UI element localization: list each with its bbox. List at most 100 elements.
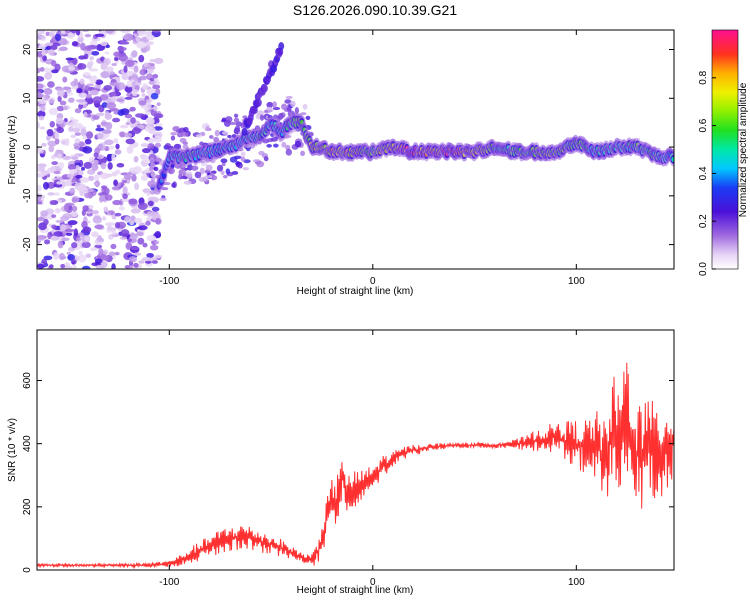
spectrogram-noise-cell — [122, 193, 128, 200]
spectrogram-noise-cell — [101, 216, 107, 221]
spectrogram-noise-cell — [49, 200, 55, 205]
spectrogram-noise-cell — [39, 126, 46, 130]
spectrogram-noise-cell — [60, 263, 65, 269]
spectrogram-branch-cell — [261, 84, 268, 93]
spectrogram-noise-cell — [48, 107, 59, 116]
spectrogram-noise-cell — [149, 157, 155, 164]
spectrogram-noise-cell — [75, 30, 81, 36]
spectrogram-noise-cell — [133, 262, 139, 268]
spectrogram-noise-cell — [126, 145, 134, 154]
spectrogram-noise-cell — [233, 117, 240, 123]
spectrogram-noise-cell — [152, 73, 159, 79]
spectrogram-noise-cell — [119, 40, 126, 45]
spectrogram-noise-cell — [300, 112, 307, 116]
spectrogram-noise-cell — [154, 231, 162, 238]
spectrogram-noise-cell — [155, 217, 161, 225]
spectrogram-noise-cell — [107, 225, 112, 230]
spectrogram-noise-cell — [37, 173, 45, 178]
spectrogram-noise-cell — [107, 210, 115, 215]
spectrogram-noise-cell — [140, 143, 149, 148]
colorbar-label: Normalized spectral amplitude — [738, 82, 749, 217]
spectrogram-noise-cell — [96, 124, 101, 129]
snr-x-tick-label: 0 — [370, 577, 376, 588]
spectrogram-noise-cell — [129, 246, 140, 250]
spectrogram-noise-cell — [43, 218, 49, 226]
spectrogram-noise-cell — [64, 30, 71, 34]
spectrogram-noise-cell — [305, 115, 311, 121]
spectrogram-noise-cell — [108, 251, 116, 256]
spectrogram-noise-cell — [138, 260, 145, 264]
spectrogram-frame — [36, 29, 675, 270]
spectrogram-noise-cell — [61, 237, 70, 242]
snr-y-tick-label: 600 — [22, 372, 33, 389]
spectrogram-noise-cell — [180, 132, 189, 137]
spectrogram-noise-cell — [74, 132, 81, 136]
spectrogram-noise-cell — [37, 121, 40, 130]
spectrogram-noise-cell — [106, 66, 114, 73]
spectrogram-noise-cell — [114, 222, 121, 229]
spectrogram-noise-cell — [110, 96, 117, 102]
spectrogram-noise-cell — [152, 84, 161, 90]
spectrogram-noise-cell — [155, 158, 163, 162]
spectrogram-noise-cell — [281, 103, 288, 110]
spectrogram-branch-cell — [255, 98, 262, 107]
spectrogram-noise-cell — [120, 30, 131, 33]
spectrogram-noise-cell — [49, 120, 56, 128]
spectrogram-x-tick-label: -100 — [159, 276, 179, 287]
spectrogram-noise-cell — [137, 237, 145, 245]
spectrogram-y-ticks: -20 -10 0 10 20 — [22, 44, 674, 252]
spectrogram-noise-cell — [83, 71, 91, 76]
spectrogram-noise-cell — [79, 78, 85, 85]
spectrogram-noise-cell — [83, 53, 89, 60]
spectrogram-noise-cell — [37, 110, 46, 118]
spectrogram-noise-cell — [51, 161, 59, 166]
spectrogram-noise-cell — [53, 231, 64, 237]
spectrogram-y-tick-label: -20 — [22, 237, 33, 252]
spectrogram-noise-cell — [89, 89, 99, 96]
spectrogram-noise-cell — [147, 200, 154, 207]
spectrogram-noise-cell — [129, 220, 135, 226]
spectrogram-noise-cell — [66, 251, 71, 256]
spectrogram-noise-cell — [140, 174, 148, 181]
spectrogram-noise-cell — [75, 174, 83, 179]
spectrogram-noise-cell — [178, 168, 187, 175]
spectrogram-ridge-core — [671, 157, 674, 162]
spectrogram-noise-cell — [61, 156, 72, 161]
spectrogram-noise-cell — [151, 30, 162, 33]
spectrogram-noise-cell — [59, 224, 67, 232]
spectrogram-noise-cell — [141, 93, 146, 97]
spectrogram-noise-cell — [103, 84, 113, 91]
spectrogram-noise-cell — [59, 100, 67, 106]
spectrogram-noise-cell — [54, 138, 60, 145]
spectrogram-noise-cell — [183, 180, 192, 185]
spectrogram-noise-cell — [37, 235, 46, 240]
spectrogram-noise-cell — [44, 239, 51, 245]
spectrogram-noise-cell — [141, 256, 152, 262]
spectrogram-noise-cell — [116, 98, 125, 102]
spectrogram-noise-cell — [114, 149, 122, 155]
spectrogram-noise-cell — [115, 143, 120, 150]
spectrogram-noise-cell — [204, 175, 213, 179]
spectrogram-noise-cell — [74, 108, 82, 114]
spectrogram-noise-cell — [112, 117, 121, 123]
spectrogram-noise-cell — [113, 51, 121, 57]
spectrogram-noise-cell — [146, 143, 155, 150]
spectrogram-y-tick-label: -10 — [22, 188, 33, 203]
spectrogram-noise-cell — [149, 162, 156, 168]
spectrogram-noise-cell — [131, 81, 136, 90]
snr-y-tick-label: 400 — [22, 435, 33, 452]
spectrogram-noise-cell — [83, 161, 93, 169]
spectrogram-noise-cell — [53, 192, 60, 196]
spectrogram-noise-cell — [200, 162, 208, 167]
spectrogram-noise-cell — [111, 229, 116, 236]
spectrogram-noise-cell — [48, 145, 55, 153]
spectrogram-noise-cell — [113, 138, 119, 144]
spectrogram-noise-cell — [95, 264, 106, 269]
spectrogram-noise-cell — [122, 132, 133, 138]
spectrogram-noise-cell — [285, 148, 292, 156]
spectrogram-noise-cell — [74, 138, 81, 144]
spectrogram-noise-cell — [151, 206, 160, 212]
spectrogram-branch-cell — [278, 42, 285, 51]
spectrogram-noise-cell — [77, 38, 84, 43]
spectrogram-noise-cell — [147, 69, 154, 74]
